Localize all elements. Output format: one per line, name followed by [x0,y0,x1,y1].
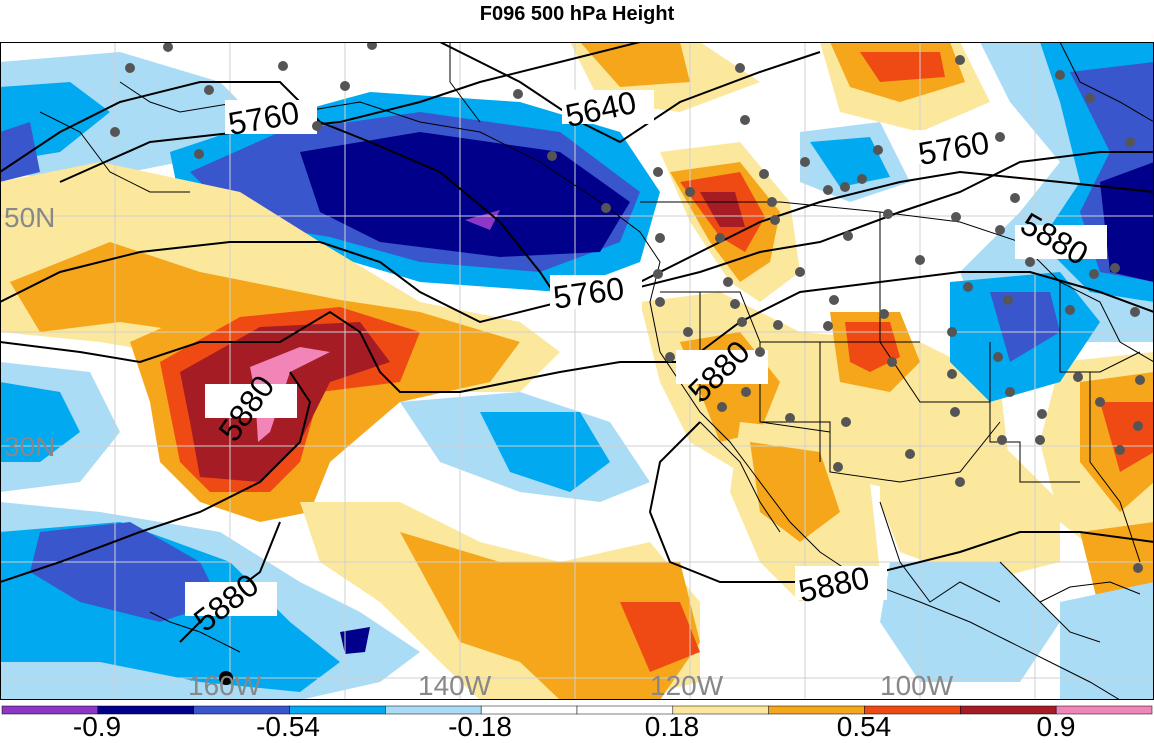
colorbar-tick-label: -0.54 [256,711,320,742]
latitude-label: 50N [4,202,55,233]
height-contours [0,42,1154,643]
colorbar-tick-label: 0.54 [836,711,892,742]
longitude-label: 140W [418,670,492,700]
colorbar-tick-label: -0.9 [72,711,122,742]
longitude-label: 120W [650,670,724,700]
latitude-label: 30N [4,431,55,462]
map-title: F096 500 hPa Height [479,3,675,25]
station-dots [110,42,1145,573]
black-marker-dot [219,671,233,685]
colorbar-tick-label: -0.18 [448,711,512,742]
height-anomaly-map: 5760 5640 5760 5880 5760 5880 5880 5880 … [0,42,1154,700]
colorbar-tick-label: 0.18 [644,711,700,742]
longitude-label: 160W [188,670,262,700]
colorbar-swatch [1055,705,1153,715]
colorbar-tick-label: 0.9 [1036,711,1076,742]
colorbar [1,705,1153,715]
longitude-label: 100W [880,670,954,700]
